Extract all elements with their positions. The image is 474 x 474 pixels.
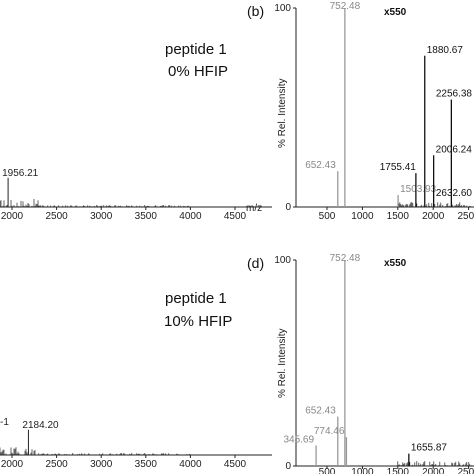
x-tick-label: 1500 [387,467,410,474]
peak-label: 345.69 [283,434,314,445]
y-tick-label: 0 [285,461,291,472]
x-tick-label: 3500 [135,459,158,470]
peak-label: 774.46 [314,426,345,437]
peak-label: 2256.38 [436,89,473,100]
panel-c-spectrum: peptide 1 10% HFIP 2000 2500 3000 3500 4000 4… [0,290,272,470]
peak-label: 1503.93 [400,184,437,195]
x-tick-label: 2500 [45,211,68,222]
x-tick-label: 2000 [422,467,445,474]
peak-label: 652.43 [305,160,336,171]
panel-c-condition-2: 10% HFIP [164,313,232,330]
x-tick-label: 2500 [457,467,474,474]
x-tick-label: 500 [319,211,336,222]
x-tick-label: 4000 [179,211,202,222]
peak-label: 1655.87 [411,443,448,454]
panel-c-condition-1: peptide 1 [165,290,227,307]
baseline-noise [0,447,39,455]
peak-label: 1755.41 [380,162,417,173]
x-tick-label: 3000 [90,211,113,222]
panel-d-magnification: x550 [384,258,407,269]
panel-a-condition-2: 0% HFIP [168,63,228,80]
peak-label: 2006.24 [436,144,473,155]
panel-a-x-axis-title: m/z [246,203,262,214]
baseline-noise [397,202,473,207]
panel-a-condition-1: peptide 1 [165,41,227,58]
panel-a-spectrum: peptide 1 0% HFIP m/z 2000 2500 3000 3500 40… [0,41,272,222]
baseline-noise [0,199,39,207]
x-tick-label: 4500 [224,211,247,222]
x-tick-label: 2000 [1,459,24,470]
x-tick-label: 1000 [351,211,374,222]
x-tick-label: 1500 [387,211,410,222]
y-tick-label: 0 [285,202,291,213]
panel-b-y-axis-title: % Rel. Intensity [277,79,288,148]
x-tick-label: 4000 [179,459,202,470]
panel-d-letter: (d) [247,255,264,271]
peak-label: 752.48 [330,253,361,264]
baseline-noise-tail [38,205,191,207]
x-tick-label: 2500 [45,459,68,470]
x-tick-label: 4500 [224,459,247,470]
panel-b-letter: (b) [247,3,264,19]
peak-label: 1880.67 [427,45,464,56]
x-tick-label: 2000 [422,211,445,222]
panel-d-y-axis-title: % Rel. Intensity [277,329,288,398]
x-tick-label: 2000 [1,211,24,222]
x-tick-label: 500 [319,467,336,474]
baseline-noise [397,461,473,466]
panel-d-spectrum: (d) % Rel. Intensity x550 0 100 500 1000 150… [247,253,474,474]
peak-label: 752.48 [330,1,361,12]
x-tick-label: 3500 [135,211,158,222]
x-tick-label: 2500 [457,211,474,222]
panel-b-spectrum: (b) % Rel. Intensity x550 0 100 500 1000 150… [247,1,474,222]
peak-label: 2632.60 [436,188,473,199]
panel-b-magnification: x550 [384,7,407,18]
peak-label: 2184.20 [22,420,59,431]
y-tick-label: 100 [274,3,291,14]
x-tick-label: 3000 [90,459,113,470]
peak-label: 1956.21 [2,168,39,179]
y-tick-label: 100 [274,255,291,266]
peak-label-partial: -1 [0,417,9,428]
x-tick-label: 1000 [351,467,374,474]
peak-label: 652.43 [305,406,336,417]
baseline-noise-tail [38,453,191,455]
